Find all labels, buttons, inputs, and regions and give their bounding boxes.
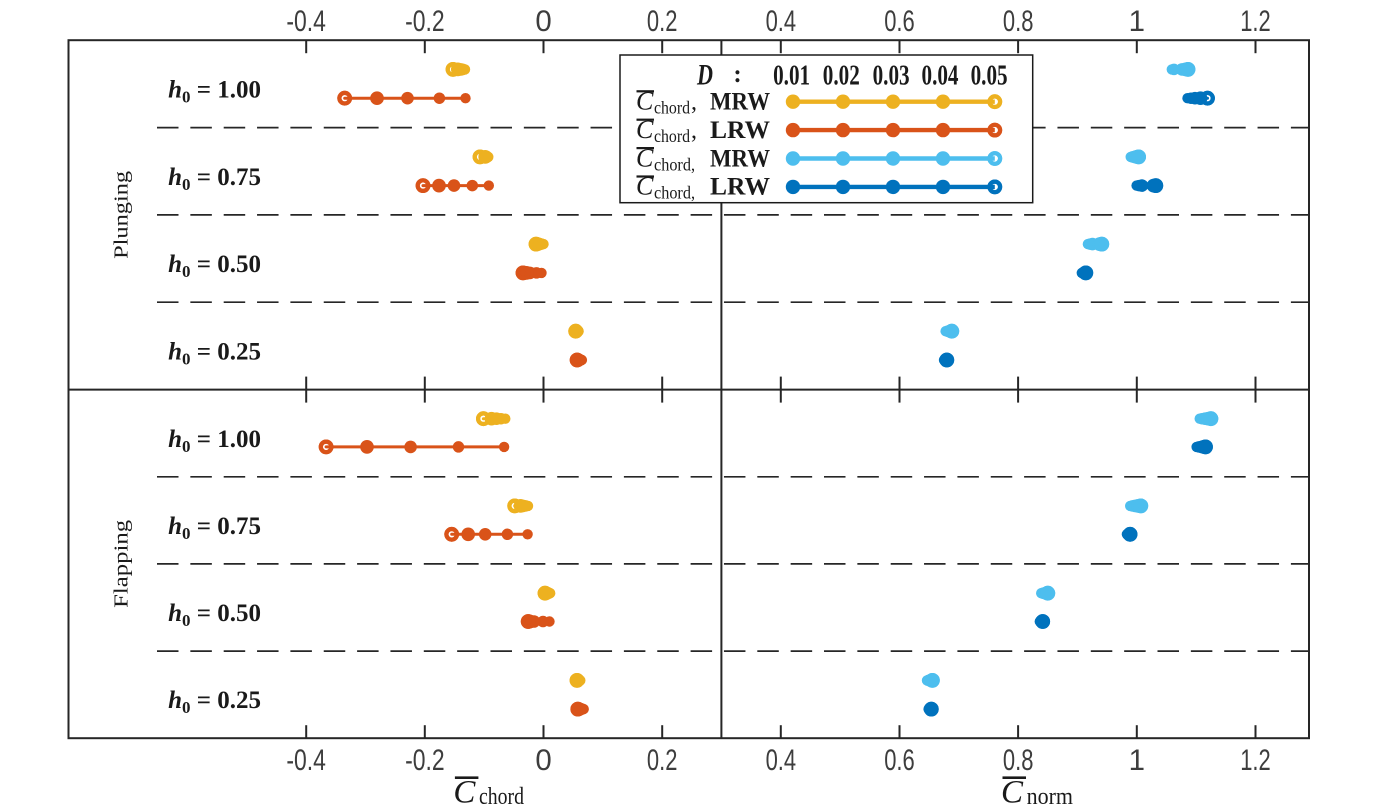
svg-text:0: 0 bbox=[535, 5, 551, 38]
svg-text:C: C bbox=[636, 87, 654, 116]
svg-text:0.01: 0.01 bbox=[773, 60, 810, 92]
svg-text:0.04: 0.04 bbox=[922, 60, 959, 92]
svg-text:chord: chord bbox=[479, 784, 524, 810]
svg-text:h0 = 0.50: h0 = 0.50 bbox=[168, 600, 261, 630]
svg-text:h0 = 1.00: h0 = 1.00 bbox=[168, 76, 261, 106]
svg-text:h0 = 0.75: h0 = 0.75 bbox=[168, 513, 261, 543]
svg-text:chord,: chord, bbox=[654, 183, 695, 203]
svg-text:h0 = 0.75: h0 = 0.75 bbox=[168, 164, 261, 194]
svg-text:0.03: 0.03 bbox=[873, 60, 910, 92]
svg-text:0.4: 0.4 bbox=[766, 744, 797, 777]
svg-text:1.2: 1.2 bbox=[1240, 5, 1271, 38]
svg-text:C: C bbox=[453, 775, 476, 811]
svg-text:1: 1 bbox=[1129, 744, 1145, 777]
svg-text:0.8: 0.8 bbox=[1003, 5, 1034, 38]
svg-text:chord,: chord, bbox=[654, 154, 695, 174]
svg-text:MRW: MRW bbox=[710, 89, 770, 116]
svg-text:0.2: 0.2 bbox=[647, 744, 678, 777]
svg-text:chord: chord bbox=[654, 126, 690, 146]
svg-text:MRW: MRW bbox=[710, 145, 770, 172]
svg-text:-0.2: -0.2 bbox=[405, 5, 445, 38]
svg-text:norm: norm bbox=[1027, 784, 1074, 810]
svg-text:LRW: LRW bbox=[710, 174, 770, 201]
svg-text:0.02: 0.02 bbox=[823, 60, 860, 92]
svg-text:0: 0 bbox=[535, 744, 551, 777]
svg-text:1.2: 1.2 bbox=[1240, 744, 1271, 777]
svg-text:C: C bbox=[1001, 775, 1024, 811]
svg-text:0.2: 0.2 bbox=[647, 5, 678, 38]
svg-text:0.6: 0.6 bbox=[884, 5, 915, 38]
svg-text:C: C bbox=[636, 115, 654, 144]
svg-text::: : bbox=[733, 61, 741, 88]
svg-text:-0.4: -0.4 bbox=[286, 744, 326, 777]
svg-text:0.05: 0.05 bbox=[971, 60, 1008, 92]
svg-text:h0 = 0.50: h0 = 0.50 bbox=[168, 251, 261, 281]
svg-text:LRW: LRW bbox=[710, 117, 770, 144]
svg-text:Flapping: Flapping bbox=[111, 520, 133, 608]
svg-text:0.8: 0.8 bbox=[1003, 744, 1034, 777]
svg-text:,: , bbox=[691, 90, 697, 116]
svg-text:Plunging: Plunging bbox=[111, 171, 133, 259]
svg-text:h0 = 1.00: h0 = 1.00 bbox=[168, 426, 261, 456]
svg-text:0.6: 0.6 bbox=[884, 744, 915, 777]
svg-text:C: C bbox=[636, 143, 654, 172]
svg-text:1: 1 bbox=[1129, 5, 1145, 38]
svg-text:-0.4: -0.4 bbox=[286, 5, 326, 38]
svg-text:h0 = 0.25: h0 = 0.25 bbox=[168, 339, 261, 369]
svg-text:h0 = 0.25: h0 = 0.25 bbox=[168, 687, 261, 717]
svg-text:0.4: 0.4 bbox=[766, 5, 797, 38]
svg-text:,: , bbox=[691, 118, 697, 144]
svg-text:D: D bbox=[696, 59, 713, 92]
svg-text:chord: chord bbox=[654, 98, 690, 118]
svg-text:-0.2: -0.2 bbox=[405, 744, 445, 777]
svg-text:C: C bbox=[636, 172, 654, 201]
